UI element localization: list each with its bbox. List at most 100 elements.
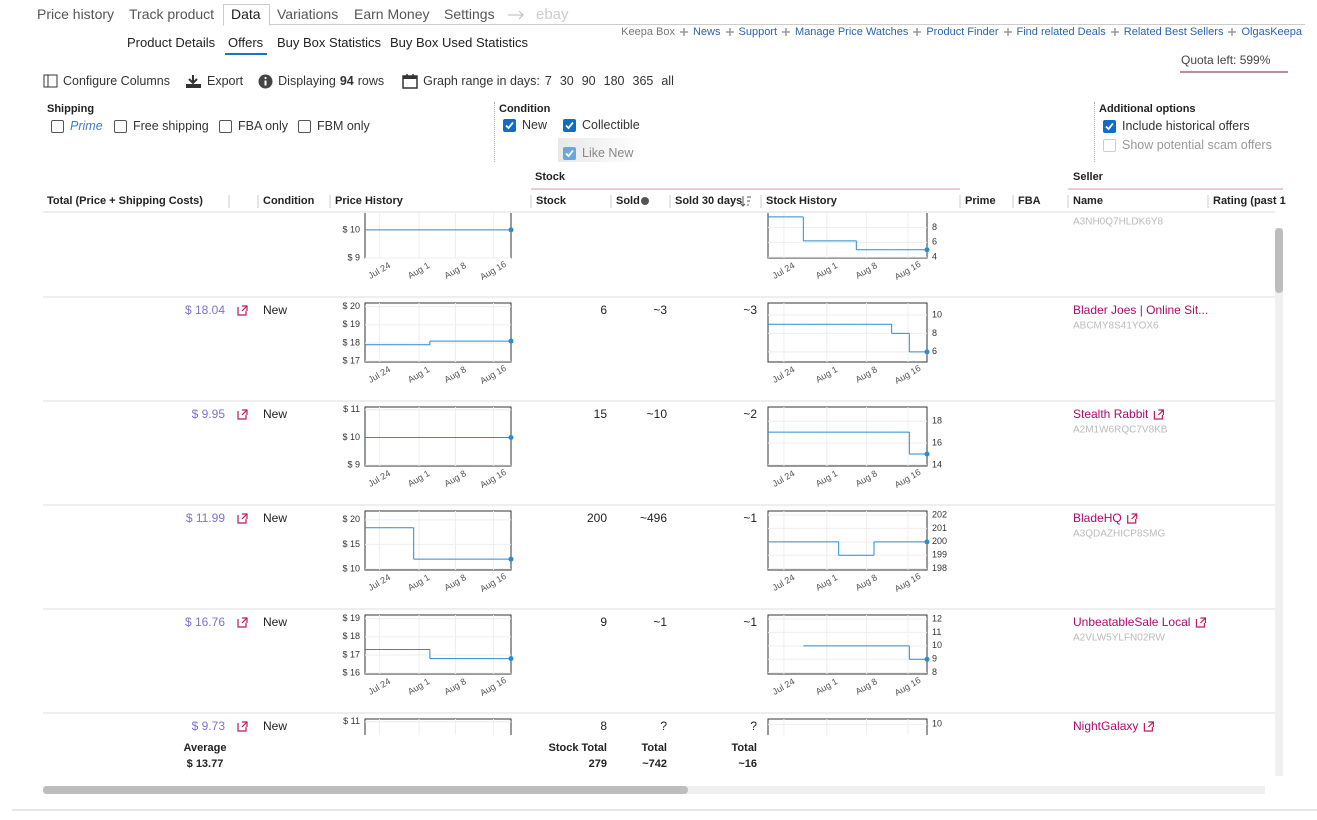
tab[interactable]: Earn Money (354, 6, 430, 22)
seller-name[interactable]: UnbeatableSale Local (1073, 615, 1190, 629)
sold: ~10 (647, 407, 668, 421)
column-header: FBA (1018, 195, 1041, 207)
link[interactable]: Keepa Box (621, 26, 675, 38)
link[interactable]: Product Finder (926, 26, 999, 38)
stock-chart-end-dot (924, 539, 930, 545)
active-tab-frame (223, 4, 270, 26)
checkbox[interactable]: FBA only (219, 119, 288, 133)
link[interactable]: Related Best Sellers (1123, 26, 1224, 38)
checkbox[interactable]: Free shipping (114, 119, 209, 133)
footer-label: Total (642, 742, 667, 754)
total-price: $ 9.73 (192, 719, 226, 733)
price-chart-frame (364, 213, 512, 259)
v-scroll-thumb (1275, 228, 1283, 293)
price-chart-frame (364, 406, 512, 467)
filter-title: Shipping (47, 103, 95, 115)
table-row: $ 11.99 New 200 ~496 ~1 BladeHQ A3QDAZHICP8SMG… (43, 509, 1275, 610)
price-chart-x-tick-label: Jul 24 (366, 676, 392, 697)
range-option[interactable]: 7 (544, 74, 552, 88)
link[interactable]: News (692, 26, 721, 38)
seller-name[interactable]: NightGalaxy (1073, 719, 1138, 733)
checkbox[interactable]: Like New (563, 146, 633, 160)
separator-shape (1228, 28, 1237, 36)
tab[interactable]: Variations (277, 6, 339, 22)
checkbox[interactable]: New (503, 118, 547, 132)
external-link-icon (237, 617, 248, 628)
arrow-icon (508, 10, 524, 20)
price-chart-end-dot (508, 434, 514, 440)
price-chart-y-tick-label: $ 17 (342, 649, 360, 659)
subtab[interactable]: Buy Box Statistics (277, 35, 382, 50)
price-chart-y-tick-label: $ 10 (342, 224, 360, 234)
checkbox[interactable]: FBM only (298, 119, 370, 133)
stock-chart-x-tick-label: Aug 8 (854, 676, 879, 696)
stock-chart-x-tick-label: Aug 8 (854, 572, 879, 592)
stock-chart-y-tick-label: 10 (932, 309, 942, 319)
external-link-icon (1127, 513, 1138, 524)
tab[interactable]: Track product (129, 6, 215, 22)
stock-chart-y-tick-label: 199 (932, 550, 947, 560)
seller-id: A2M1W6RQC7V8KB (1073, 425, 1168, 436)
checkbox-label: Collectible (582, 118, 640, 132)
checkbox[interactable]: Include historical offers (1103, 119, 1250, 133)
configure-columns[interactable]: Configure Columns (63, 74, 170, 88)
link[interactable]: Manage Price Watches (795, 26, 909, 38)
column-header: Stock History (766, 195, 838, 207)
price-chart-x-tick-label: Aug 16 (478, 259, 508, 282)
separator-icon (1228, 28, 1237, 36)
range-options: 7 30 90 180 365 all (545, 74, 674, 88)
checkbox-box (1103, 138, 1116, 152)
tab-active[interactable]: Data (231, 6, 261, 22)
checkbox[interactable]: Show potential scam offers (1103, 138, 1272, 152)
subtab[interactable]: Buy Box Used Statistics (390, 35, 528, 50)
checkbox-label: FBA only (238, 119, 289, 133)
seller-name[interactable]: Stealth Rabbit (1073, 407, 1149, 421)
checkbox[interactable]: Prime (51, 119, 103, 133)
seller-name[interactable]: BladeHQ (1073, 511, 1122, 525)
stock-chart-y-tick-label: 16 (932, 437, 942, 447)
link[interactable]: OlgasKeepa (1241, 26, 1302, 38)
range-option[interactable]: 90 (581, 74, 596, 88)
price-chart-end-dot (508, 556, 514, 562)
checkbox-box (51, 119, 64, 133)
separator-icon (782, 28, 791, 36)
stock-chart-frame (767, 614, 928, 675)
column-header: Prime (965, 195, 996, 207)
range-option[interactable]: all (661, 74, 674, 88)
export[interactable]: Export (207, 74, 244, 88)
checkbox-box (298, 119, 311, 133)
link[interactable]: Support (738, 26, 778, 38)
tab[interactable]: Price history (37, 6, 115, 22)
range-option[interactable]: 180 (603, 74, 625, 88)
subtab[interactable]: Product Details (127, 35, 216, 50)
check-mark (565, 121, 574, 129)
column-header: Rating (past 1 (1213, 195, 1286, 207)
stock-chart-x-tick-label: Jul 24 (771, 676, 797, 697)
check-icon (565, 149, 574, 157)
external-link-icon (1143, 721, 1154, 732)
price-chart-x-tick-label: Aug 8 (443, 364, 468, 384)
tab[interactable]: ebay (536, 6, 569, 23)
checkbox[interactable]: Collectible (563, 118, 640, 132)
stock-chart-y-tick-label: 12 (932, 613, 942, 623)
range-option[interactable]: 365 (632, 74, 654, 88)
seller-id: A2VLW5YLFN02RW (1073, 633, 1165, 644)
condition: New (263, 511, 287, 525)
price-chart-y-tick-label: $ 11 (343, 716, 360, 726)
checkbox-box (563, 146, 576, 160)
check-mark (1105, 122, 1114, 130)
subtab-active[interactable]: Offers (228, 35, 264, 50)
column-header: Stock (536, 195, 567, 207)
price-chart-frame (364, 302, 512, 363)
group-header: Seller (1073, 171, 1104, 183)
link[interactable]: Find related Deals (1016, 26, 1106, 38)
tab[interactable]: Settings (444, 6, 495, 22)
toolbar: Configure Columns Export Displaying 94 r… (43, 73, 674, 89)
stock-chart-end-dot (924, 656, 930, 662)
range-option[interactable]: 30 (559, 74, 574, 88)
price-chart-y-tick-label: $ 10 (342, 563, 360, 573)
column-header: Sold (616, 195, 640, 207)
seller-name[interactable]: Blader Joes | Online Sit... (1073, 303, 1208, 317)
check-icon (505, 121, 514, 129)
